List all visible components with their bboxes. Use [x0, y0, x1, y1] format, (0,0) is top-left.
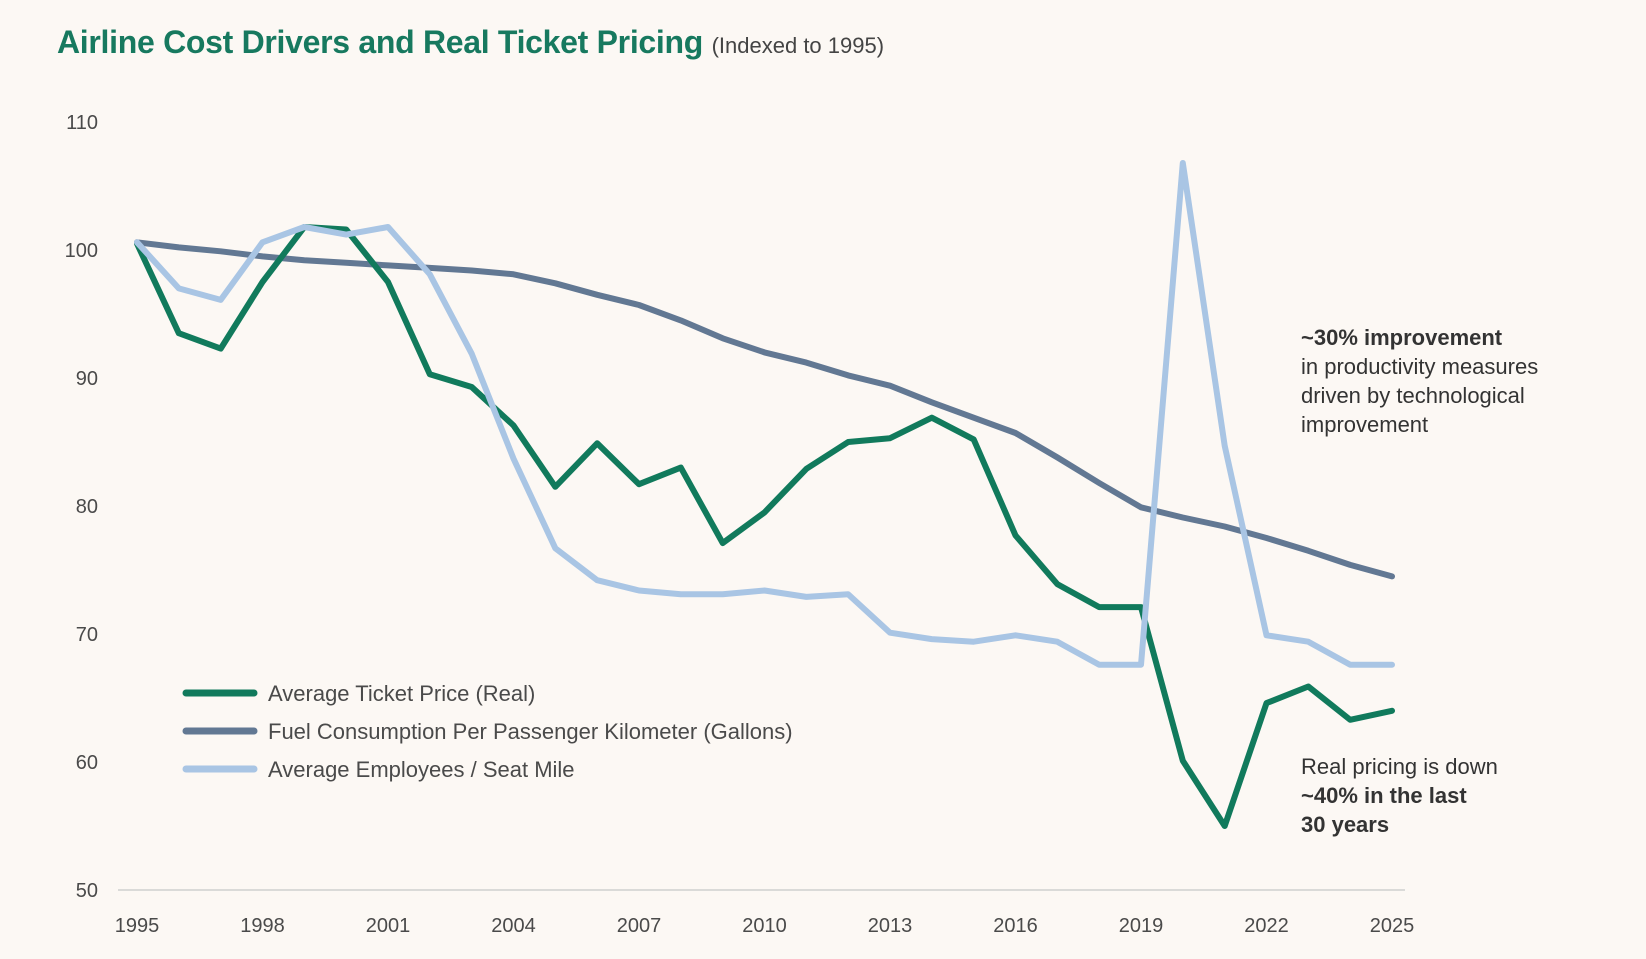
- x-tick-label: 2001: [366, 915, 411, 937]
- chart-subtitle: (Indexed to 1995): [711, 33, 885, 58]
- y-tick-label: 90: [76, 368, 98, 390]
- x-tick-label: 2010: [742, 915, 787, 937]
- annotation-line: improvement: [1301, 412, 1428, 437]
- annotation-line: 30 years: [1301, 812, 1389, 837]
- chart-title: Airline Cost Drivers and Real Ticket Pri…: [57, 24, 884, 61]
- x-tick-label: 2004: [491, 915, 536, 937]
- x-tick-label: 2007: [617, 915, 662, 937]
- annotation-line: ~30% improvement: [1301, 325, 1503, 350]
- annotation-line: ~40% in the last: [1301, 783, 1467, 808]
- x-tick-label: 2019: [1119, 915, 1164, 937]
- x-tick-label: 2016: [993, 915, 1038, 937]
- annotation-line: Real pricing is down: [1301, 754, 1498, 779]
- legend-label: Average Employees / Seat Mile: [268, 757, 575, 782]
- y-tick-label: 70: [76, 624, 98, 646]
- x-tick-label: 2022: [1244, 915, 1289, 937]
- x-tick-label: 2013: [868, 915, 913, 937]
- x-tick-label: 1998: [240, 915, 285, 937]
- y-tick-label: 100: [65, 240, 98, 262]
- x-tick-label: 1995: [115, 915, 160, 937]
- annotations: ~30% improvement in productivity measures…: [1301, 325, 1538, 837]
- chart-title-text: Airline Cost Drivers and Real Ticket Pri…: [57, 24, 703, 60]
- series-line-2: [134, 239, 1395, 580]
- y-tick-label: 80: [76, 496, 98, 518]
- axes: 50 60 70 80 90 100 110 1995 1998 2001 2004 2007 2010…: [65, 112, 1415, 937]
- annotation-line: driven by technological: [1301, 383, 1525, 408]
- series-line-1: [134, 224, 1395, 829]
- legend-label: Fuel Consumption Per Passenger Kilometer…: [268, 719, 793, 744]
- annotation-line: in productivity measures: [1301, 354, 1538, 379]
- x-tick-label: 2025: [1370, 915, 1415, 937]
- series-lines: [134, 160, 1395, 829]
- legend-label: Average Ticket Price (Real): [268, 681, 535, 706]
- y-tick-label: 110: [66, 112, 98, 134]
- series-line-3: [134, 160, 1395, 668]
- y-tick-label: 60: [76, 752, 98, 774]
- legend: Average Ticket Price (Real) Fuel Consumpt…: [182, 681, 793, 782]
- y-tick-label: 50: [76, 880, 98, 902]
